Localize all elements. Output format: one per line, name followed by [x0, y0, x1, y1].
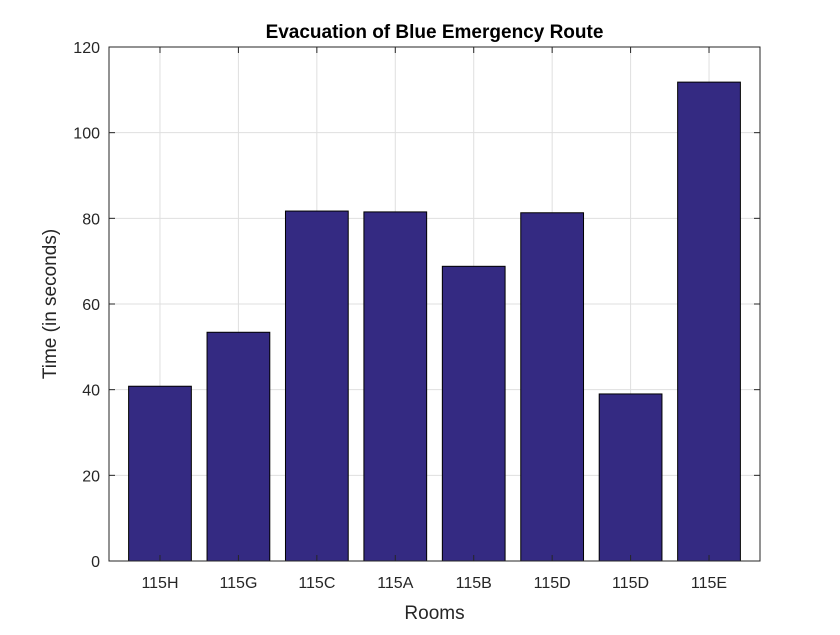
bars [128, 81, 741, 562]
y-tick-label: 120 [73, 40, 100, 57]
axis-ticks: 0 20 40 60 80 100 120 115H 115G 115C 115A 115B 115D 1… [73, 40, 760, 592]
bar-115h [128, 385, 192, 562]
x-tick-label: 115B [456, 575, 492, 592]
x-tick-label: 115C [298, 575, 335, 592]
y-tick-label: 100 [73, 126, 100, 143]
x-tick-label: 115E [691, 575, 727, 592]
bar-115d [520, 212, 585, 562]
bar-115d [598, 393, 663, 562]
x-tick-label: 115D [534, 575, 571, 592]
chart-title: Evacuation of Blue Emergency Route [266, 22, 604, 43]
x-tick-label: 115G [219, 575, 257, 592]
x-tick-label: 115D [612, 575, 649, 592]
x-tick-label: 115H [141, 575, 178, 592]
bar-115e [677, 81, 741, 562]
x-tick-label: 115A [377, 575, 414, 592]
x-axis-label: Rooms [404, 603, 464, 624]
bar-115a [363, 211, 428, 562]
bar-115b [441, 265, 506, 562]
y-tick-label: 60 [82, 297, 100, 314]
y-axis-label: Time (in seconds) [40, 229, 61, 379]
bar-115c [284, 210, 349, 562]
y-tick-label: 40 [82, 383, 100, 400]
y-tick-label: 0 [91, 554, 100, 571]
bar-115g [206, 331, 271, 562]
y-tick-label: 80 [82, 211, 100, 228]
y-tick-label: 20 [82, 468, 100, 485]
